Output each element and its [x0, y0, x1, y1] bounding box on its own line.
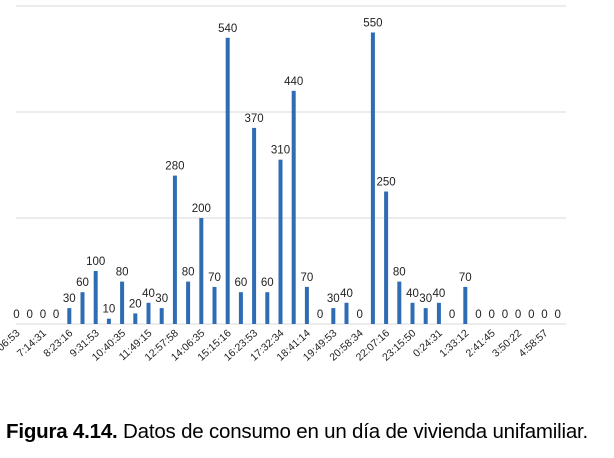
bar: [199, 218, 204, 324]
data-label: 0: [53, 309, 59, 321]
data-label: 0: [449, 309, 455, 321]
data-label: 30: [419, 293, 432, 305]
bar: [344, 302, 349, 324]
data-label: 0: [502, 309, 508, 321]
data-label: 310: [271, 145, 290, 157]
bar: [265, 292, 270, 324]
data-label: 70: [301, 272, 314, 284]
data-label: 370: [245, 113, 264, 125]
bar: [172, 175, 177, 324]
figure-caption-text: Datos de consumo en un día de vivienda u…: [117, 420, 589, 443]
bar: [397, 281, 402, 324]
bar: [80, 292, 85, 324]
bar: [93, 271, 98, 324]
data-label: 0: [26, 309, 32, 321]
data-label: 30: [327, 293, 340, 305]
figure-caption: Figura 4.14. Datos de consumo en un día …: [6, 420, 612, 444]
bar: [146, 302, 151, 324]
data-label: 60: [76, 277, 89, 289]
data-label: 80: [182, 267, 195, 279]
data-label: 540: [218, 23, 237, 35]
data-label: 0: [13, 309, 19, 321]
data-label: 60: [235, 277, 248, 289]
bar: [133, 313, 138, 324]
data-label: 440: [284, 76, 303, 88]
data-label: 80: [393, 267, 406, 279]
figure-number: Figura 4.14.: [6, 420, 118, 443]
data-label: 0: [317, 309, 323, 321]
data-label: 40: [406, 288, 419, 300]
bar: [463, 286, 468, 324]
bar: [384, 191, 389, 324]
data-label: 250: [377, 177, 396, 189]
data-label: 0: [475, 309, 481, 321]
data-label: 0: [541, 309, 547, 321]
data-label: 40: [142, 288, 155, 300]
bar: [291, 90, 296, 324]
bar: [106, 318, 111, 324]
data-label: 0: [554, 309, 560, 321]
bar: [238, 292, 243, 324]
data-label: 0: [528, 309, 534, 321]
data-label: 30: [155, 293, 168, 305]
data-label: 0: [488, 309, 494, 321]
x-tick-label: 4:58:57: [516, 327, 550, 359]
bar: [225, 37, 230, 325]
bar: [212, 286, 217, 324]
data-label: 10: [103, 304, 116, 316]
data-label: 70: [208, 272, 221, 284]
data-label: 0: [515, 309, 521, 321]
data-label: 80: [116, 267, 129, 279]
bar: [423, 308, 428, 324]
data-label: 60: [261, 277, 274, 289]
bar: [304, 286, 309, 324]
data-label: 0: [40, 309, 46, 321]
data-label: 200: [192, 203, 211, 215]
data-label: 0: [356, 309, 362, 321]
data-label: 280: [165, 161, 184, 173]
bar: [278, 159, 283, 324]
data-label: 100: [86, 256, 105, 268]
bar: [252, 127, 257, 325]
data-label: 40: [433, 288, 446, 300]
bar: [331, 308, 336, 324]
data-label: 550: [363, 18, 382, 30]
bar: [186, 281, 191, 324]
bar: [159, 308, 164, 324]
data-label: 70: [459, 272, 472, 284]
bar: [67, 308, 72, 324]
bar: [410, 302, 415, 324]
bar: [370, 32, 375, 324]
data-label: 30: [63, 293, 76, 305]
bar: [120, 281, 125, 324]
data-label: 40: [340, 288, 353, 300]
data-label: 20: [129, 298, 142, 310]
bar: [436, 302, 441, 324]
